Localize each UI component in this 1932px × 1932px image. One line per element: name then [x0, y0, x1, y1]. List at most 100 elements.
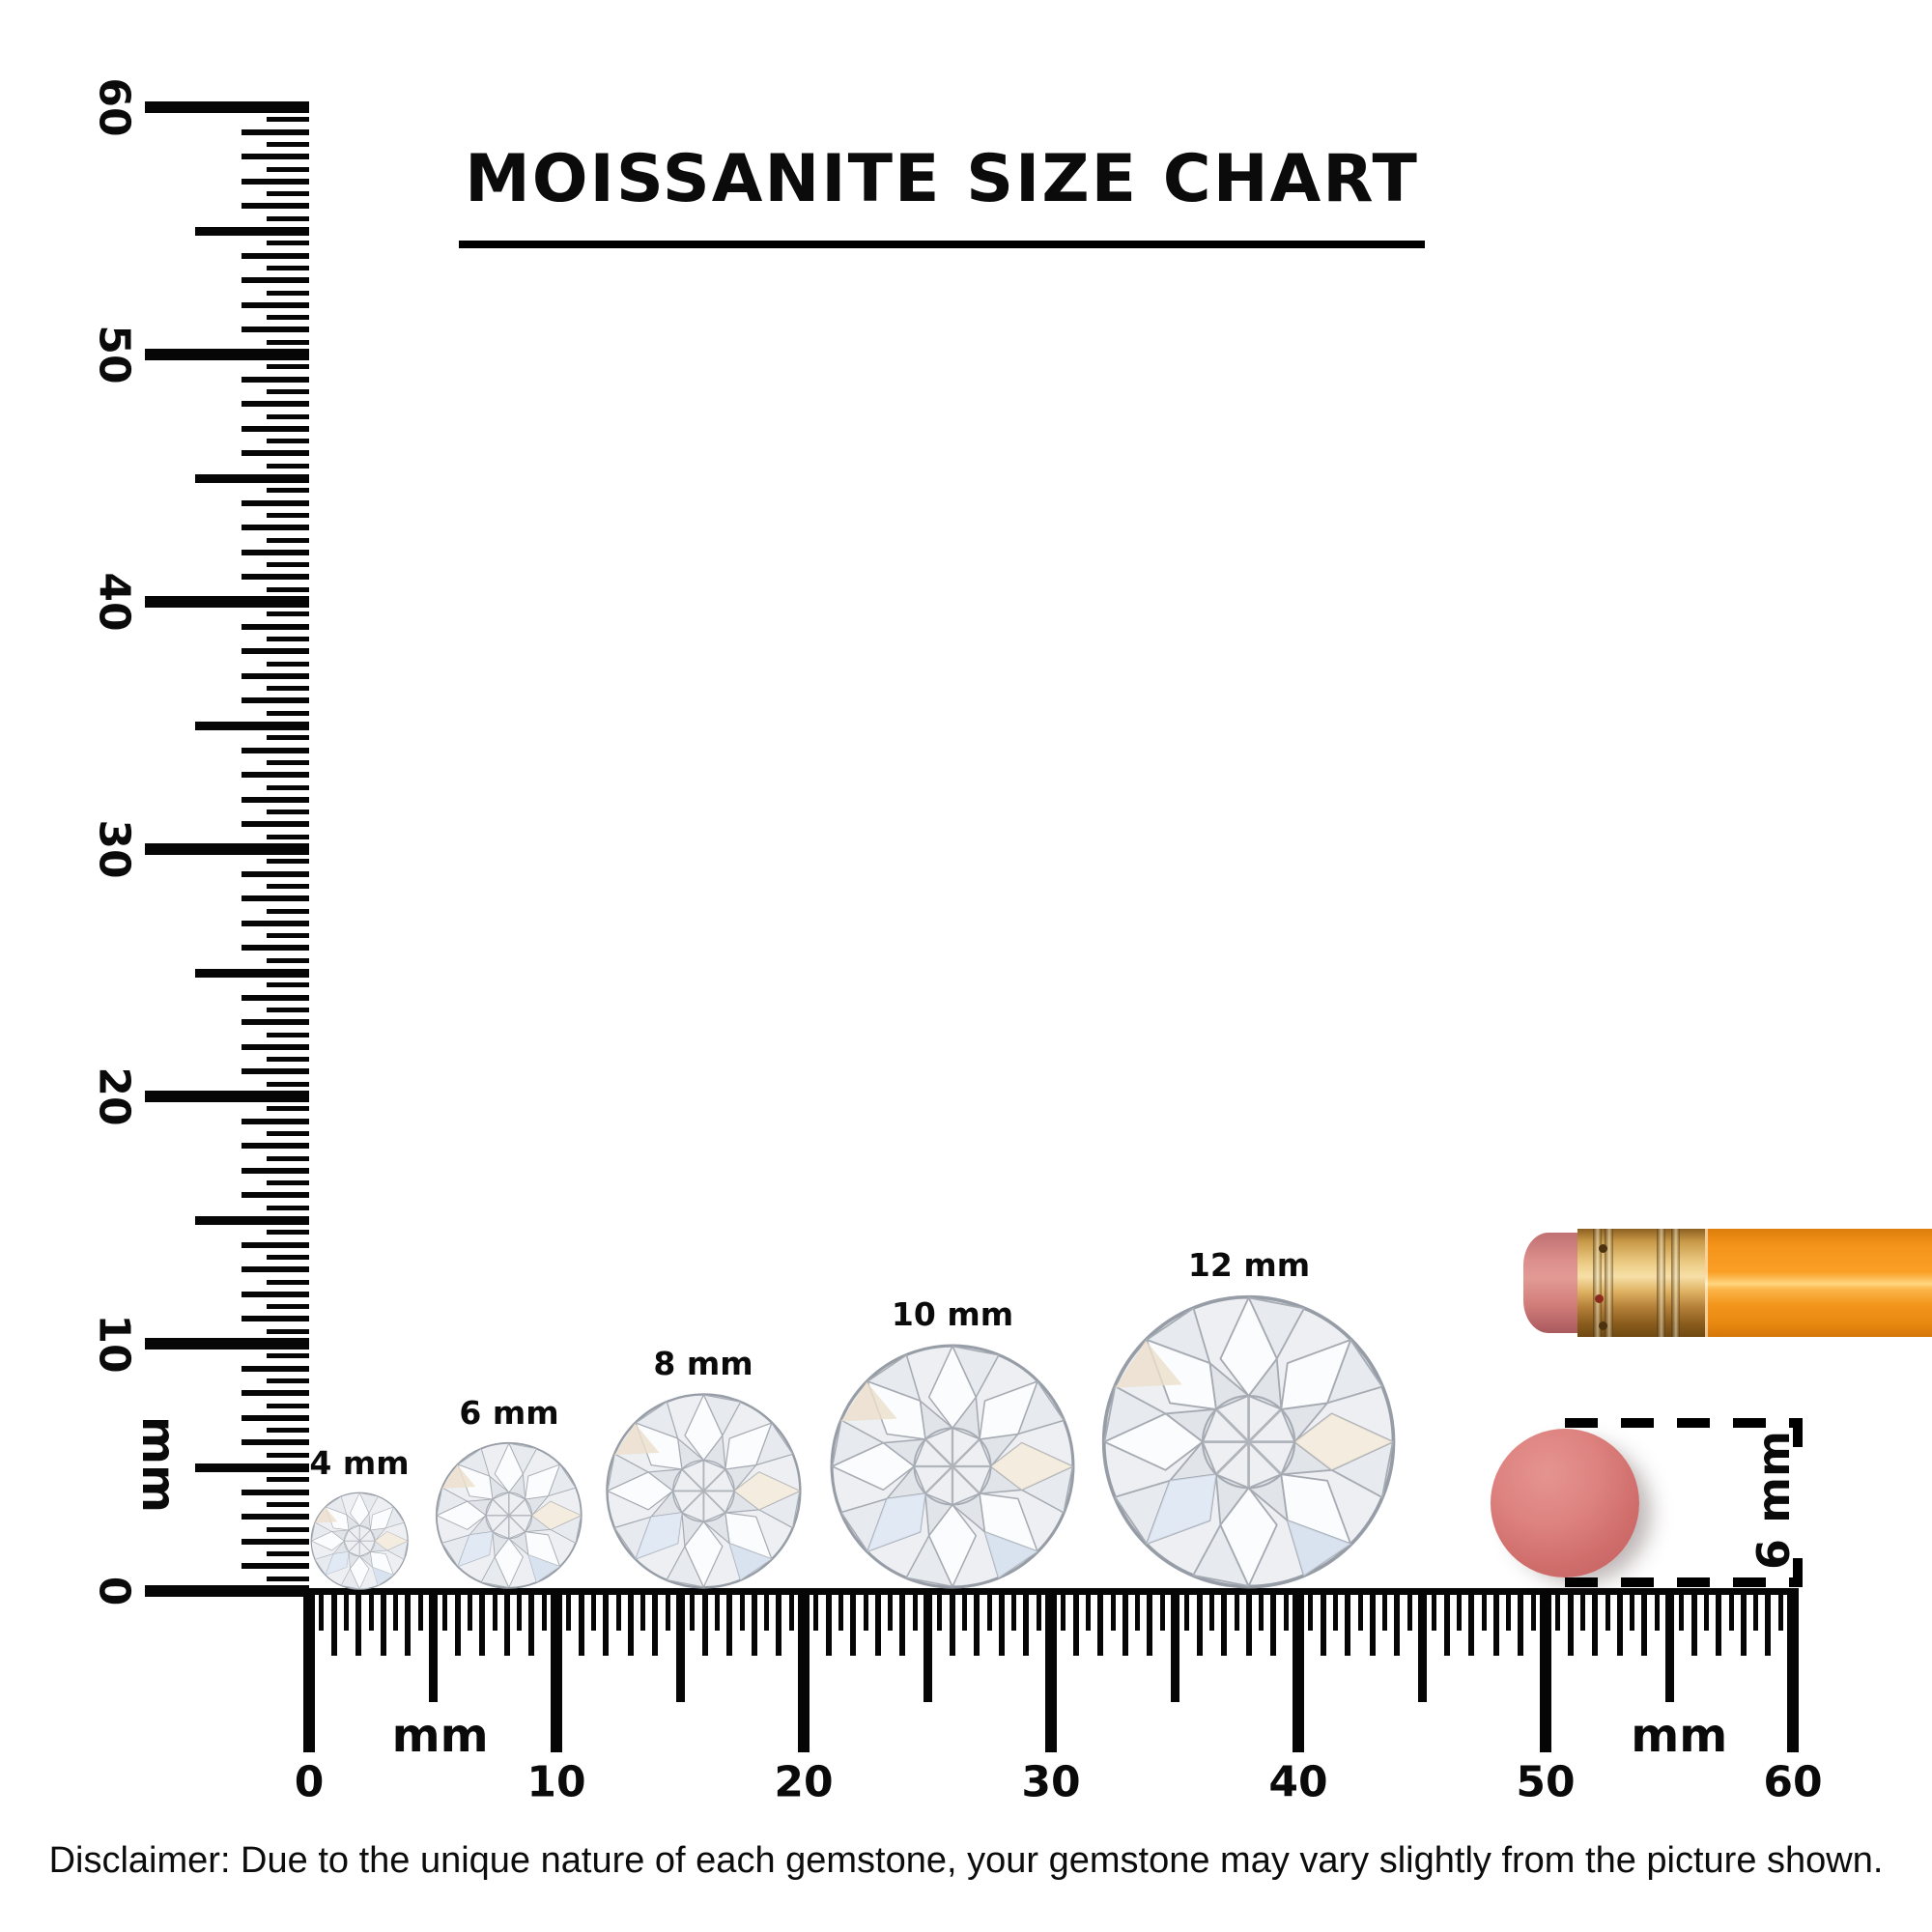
- horizontal-ruler-tick: [923, 1588, 932, 1702]
- vertical-ruler-tick: [242, 1414, 309, 1421]
- vertical-ruler-tick: [242, 1316, 309, 1322]
- horizontal-ruler-number: 20: [774, 1757, 834, 1807]
- horizontal-ruler-tick: [1641, 1588, 1648, 1656]
- page-title: MOISSANITE SIZE CHART: [459, 141, 1425, 248]
- vertical-ruler-tick: [242, 1439, 309, 1446]
- vertical-ruler-tick: [242, 945, 309, 952]
- vertical-ruler-tick: [267, 241, 309, 246]
- horizontal-ruler-tick: [788, 1588, 794, 1631]
- gem-size-label: 10 mm: [891, 1295, 1014, 1333]
- horizontal-ruler-tick: [467, 1588, 472, 1631]
- horizontal-ruler-tick: [417, 1588, 423, 1631]
- horizontal-ruler-tick: [949, 1588, 955, 1656]
- pencil-body: [1705, 1229, 1932, 1337]
- vertical-ruler-tick: [145, 596, 309, 608]
- horizontal-ruler-tick: [652, 1588, 659, 1656]
- vertical-ruler-number: 10: [89, 1314, 139, 1374]
- vertical-ruler-tick: [267, 883, 309, 889]
- ferrule-dot: [1595, 1294, 1604, 1303]
- gem-size-label: 4 mm: [309, 1443, 410, 1482]
- vertical-ruler-number: 40: [89, 572, 139, 632]
- vertical-ruler-tick: [267, 1304, 309, 1310]
- horizontal-ruler-tick: [974, 1588, 980, 1656]
- disclaimer-text: Disclaimer: Due to the unique nature of …: [48, 1840, 1884, 1881]
- vertical-ruler-tick: [267, 1106, 309, 1112]
- vertical-ruler-tick: [242, 1266, 309, 1273]
- horizontal-ruler-tick: [590, 1588, 596, 1631]
- horizontal-ruler-tick: [1283, 1588, 1289, 1631]
- horizontal-ruler-tick: [1630, 1588, 1635, 1631]
- vertical-ruler-tick: [242, 1068, 309, 1075]
- horizontal-ruler-tick: [528, 1588, 535, 1656]
- vertical-ruler-tick: [267, 1551, 309, 1557]
- vertical-ruler-tick: [267, 1501, 309, 1507]
- horizontal-ruler-number: 0: [294, 1757, 325, 1807]
- vertical-ruler-tick: [267, 1576, 309, 1581]
- gem-8mm: [605, 1392, 803, 1590]
- horizontal-ruler-tick: [1221, 1588, 1228, 1656]
- horizontal-ruler-tick: [1555, 1588, 1561, 1631]
- vertical-ruler-tick: [267, 1180, 309, 1186]
- horizontal-ruler-tick: [1245, 1588, 1252, 1656]
- vertical-ruler-tick: [267, 611, 309, 617]
- horizontal-ruler-tick: [1728, 1588, 1734, 1631]
- horizontal-ruler-tick: [726, 1588, 733, 1656]
- horizontal-ruler-tick: [1135, 1588, 1141, 1631]
- horizontal-ruler-tick: [1664, 1588, 1674, 1702]
- horizontal-ruler-tick: [912, 1588, 918, 1631]
- vertical-ruler-tick: [267, 315, 309, 321]
- horizontal-ruler-unit-right: mm: [1631, 1709, 1728, 1763]
- horizontal-ruler-tick: [541, 1588, 547, 1631]
- horizontal-ruler-tick: [1567, 1588, 1574, 1656]
- ferrule-dot: [1599, 1244, 1607, 1253]
- horizontal-ruler-tick: [1320, 1588, 1326, 1656]
- vertical-ruler-tick: [242, 747, 309, 753]
- horizontal-ruler-tick: [986, 1588, 992, 1631]
- horizontal-ruler-tick: [1293, 1588, 1304, 1752]
- vertical-ruler-tick: [267, 439, 309, 444]
- horizontal-ruler-tick: [1740, 1588, 1747, 1656]
- vertical-ruler-tick: [242, 648, 309, 655]
- horizontal-ruler-tick: [640, 1588, 646, 1631]
- horizontal-ruler-tick: [1159, 1588, 1165, 1631]
- gem-4mm: [310, 1492, 409, 1590]
- vertical-ruler-unit: mm: [131, 1416, 185, 1514]
- vertical-ruler-tick: [242, 870, 309, 877]
- horizontal-ruler-tick: [1036, 1588, 1041, 1631]
- horizontal-ruler-tick: [838, 1588, 843, 1631]
- horizontal-ruler-tick: [566, 1588, 572, 1631]
- vertical-ruler-tick: [242, 1489, 309, 1495]
- vertical-ruler-tick: [267, 710, 309, 716]
- vertical-ruler-tick: [242, 1043, 309, 1050]
- horizontal-ruler-number: 40: [1268, 1757, 1328, 1807]
- horizontal-ruler-tick: [665, 1588, 670, 1631]
- horizontal-ruler-tick: [675, 1588, 685, 1702]
- vertical-ruler-tick: [242, 549, 309, 555]
- vertical-ruler-tick: [145, 1091, 309, 1102]
- vertical-ruler-tick: [267, 759, 309, 765]
- horizontal-ruler-tick: [1122, 1588, 1128, 1656]
- vertical-ruler-tick: [242, 672, 309, 679]
- horizontal-ruler-tick: [1605, 1588, 1610, 1631]
- horizontal-ruler-tick: [1045, 1588, 1057, 1752]
- horizontal-ruler-tick: [368, 1588, 374, 1631]
- vertical-ruler-tick: [242, 1563, 309, 1570]
- horizontal-ruler-tick: [1345, 1588, 1351, 1656]
- vertical-ruler-tick: [242, 154, 309, 160]
- vertical-ruler-tick: [267, 191, 309, 197]
- vertical-ruler-tick: [267, 1378, 309, 1383]
- vertical-ruler-tick: [242, 128, 309, 135]
- horizontal-ruler-tick: [503, 1588, 510, 1656]
- horizontal-ruler-tick: [578, 1588, 584, 1656]
- horizontal-ruler-number: 10: [526, 1757, 586, 1807]
- horizontal-ruler-tick: [1518, 1588, 1524, 1656]
- horizontal-ruler-tick: [1777, 1588, 1783, 1631]
- vertical-ruler-tick: [195, 1463, 309, 1472]
- sample-dash-top: [1565, 1418, 1801, 1428]
- pencil-illustration: [1523, 1229, 1932, 1337]
- horizontal-ruler-tick: [798, 1588, 810, 1752]
- horizontal-ruler-tick: [330, 1588, 337, 1656]
- vertical-ruler-tick: [267, 1353, 309, 1359]
- horizontal-ruler-tick: [355, 1588, 362, 1656]
- vertical-ruler-tick: [242, 499, 309, 506]
